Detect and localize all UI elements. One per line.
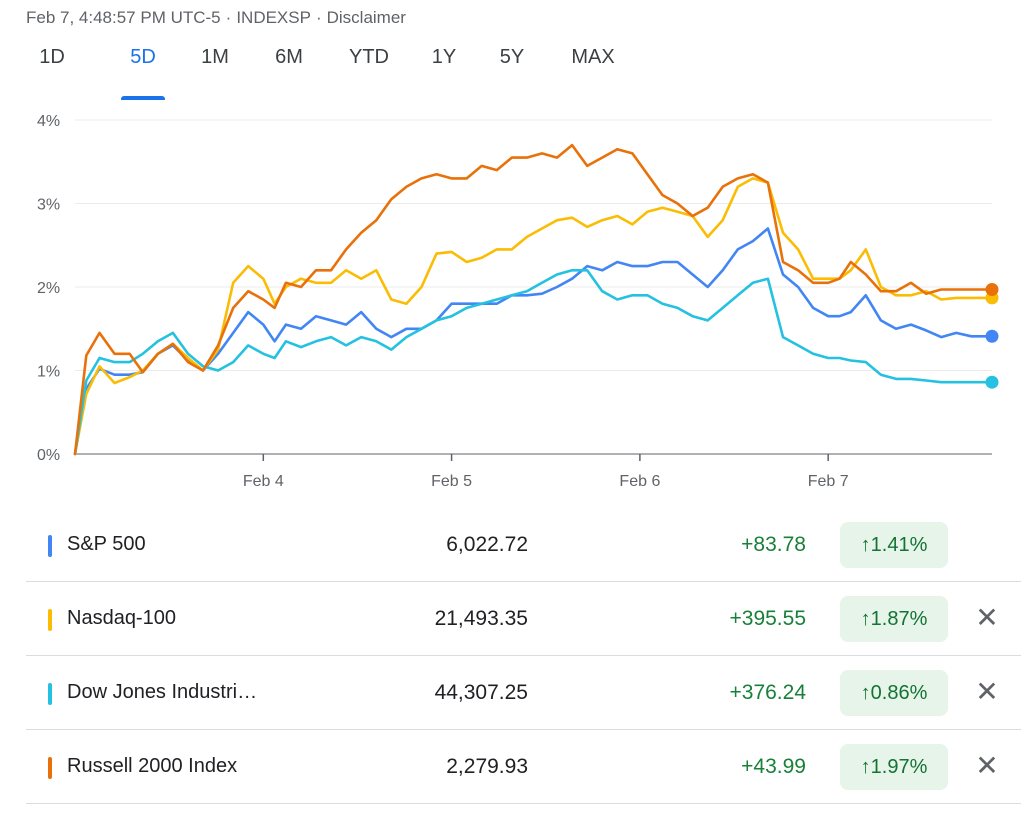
up-arrow-icon: ↑ [860, 681, 871, 704]
up-arrow-icon: ↑ [860, 533, 871, 556]
x-tick-label: Feb 6 [619, 473, 660, 490]
percent-change-badge: ↑ 1.97% [840, 744, 948, 790]
index-list: S&P 500 6,022.72 +83.78 ↑ 1.41% Nasdaq-10… [26, 508, 1021, 804]
series-line [73, 269, 994, 456]
index-name: Dow Jones Industri… [67, 681, 258, 703]
series-color-bar [48, 757, 52, 779]
tab-1y[interactable]: 1Y [431, 46, 457, 68]
separator: · [225, 8, 232, 27]
x-tick-label: Feb 7 [808, 473, 849, 490]
x-tick-label: Feb 4 [243, 473, 284, 490]
tab-1m[interactable]: 1M [201, 46, 229, 68]
series-line [73, 177, 994, 456]
index-change: +376.24 [729, 681, 807, 704]
tab-1d[interactable]: 1D [39, 46, 65, 68]
y-tick-label: 3% [37, 197, 60, 214]
list-item-dow-jones[interactable]: Dow Jones Industri… 44,307.25 +376.24 ↑ 0… [26, 656, 1021, 730]
percent-value: 1.87% [870, 607, 928, 630]
up-arrow-icon: ↑ [860, 607, 871, 630]
tab-6m[interactable]: 6M [275, 46, 303, 68]
remove-close-icon[interactable]: ✕ [975, 602, 999, 633]
remove-close-icon[interactable]: ✕ [975, 750, 999, 781]
index-price: 6,022.72 [446, 533, 528, 556]
tab-max[interactable]: MAX [571, 46, 615, 68]
index-name: Nasdaq-100 [67, 607, 176, 629]
percent-value: 1.41% [870, 533, 928, 556]
tab-5d[interactable]: 5D [121, 46, 165, 100]
series-end-point [985, 283, 999, 297]
percent-change-badge: ↑ 1.87% [840, 596, 948, 642]
index-change: +395.55 [729, 607, 807, 630]
index-price: 2,279.93 [446, 755, 528, 778]
index-price: 44,307.25 [434, 681, 528, 704]
y-tick-label: 1% [37, 364, 60, 381]
index-change: +83.78 [741, 533, 806, 556]
line-chart[interactable]: 0% 1% 2% 3% 4% Feb 4 Feb 5 Feb 6 Feb 7 [0, 100, 1024, 500]
y-tick-label: 2% [37, 280, 60, 297]
list-item-russell2000[interactable]: Russell 2000 Index 2,279.93 +43.99 ↑ 1.97… [26, 730, 1021, 804]
source-label: INDEXSP [236, 8, 311, 27]
list-item-sp500[interactable]: S&P 500 6,022.72 +83.78 ↑ 1.41% [26, 508, 1021, 582]
range-tabs: 1D 5D 1M 6M YTD 1Y 5Y MAX [26, 46, 621, 100]
up-arrow-icon: ↑ [860, 755, 871, 778]
percent-change-badge: ↑ 1.41% [840, 522, 948, 568]
timestamp: Feb 7, 4:48:57 PM UTC-5 [26, 8, 221, 27]
percent-value: 1.97% [870, 755, 928, 778]
tab-ytd[interactable]: YTD [349, 46, 389, 68]
series-color-bar [48, 683, 52, 705]
disclaimer-link[interactable]: Disclaimer [326, 8, 406, 27]
series-end-point [985, 375, 999, 389]
separator: · [315, 8, 322, 27]
series-line [73, 227, 994, 456]
percent-change-badge: ↑ 0.86% [840, 670, 948, 716]
x-tick-label: Feb 5 [431, 473, 472, 490]
y-tick-label: 0% [37, 447, 60, 464]
series-color-bar [48, 609, 52, 631]
list-item-nasdaq100[interactable]: Nasdaq-100 21,493.35 +395.55 ↑ 1.87% ✕ [26, 582, 1021, 656]
index-price: 21,493.35 [434, 607, 528, 630]
index-name: Russell 2000 Index [67, 755, 238, 777]
y-tick-label: 4% [37, 113, 60, 130]
tab-5y[interactable]: 5Y [499, 46, 525, 68]
remove-close-icon[interactable]: ✕ [975, 676, 999, 707]
series-end-point [985, 329, 999, 343]
chart-header: Feb 7, 4:48:57 PM UTC-5 · INDEXSP · Disclaim… [26, 8, 406, 28]
percent-value: 0.86% [870, 681, 928, 704]
series-line [73, 143, 994, 456]
series-color-bar [48, 535, 52, 557]
index-name: S&P 500 [67, 533, 146, 555]
index-change: +43.99 [741, 755, 806, 778]
